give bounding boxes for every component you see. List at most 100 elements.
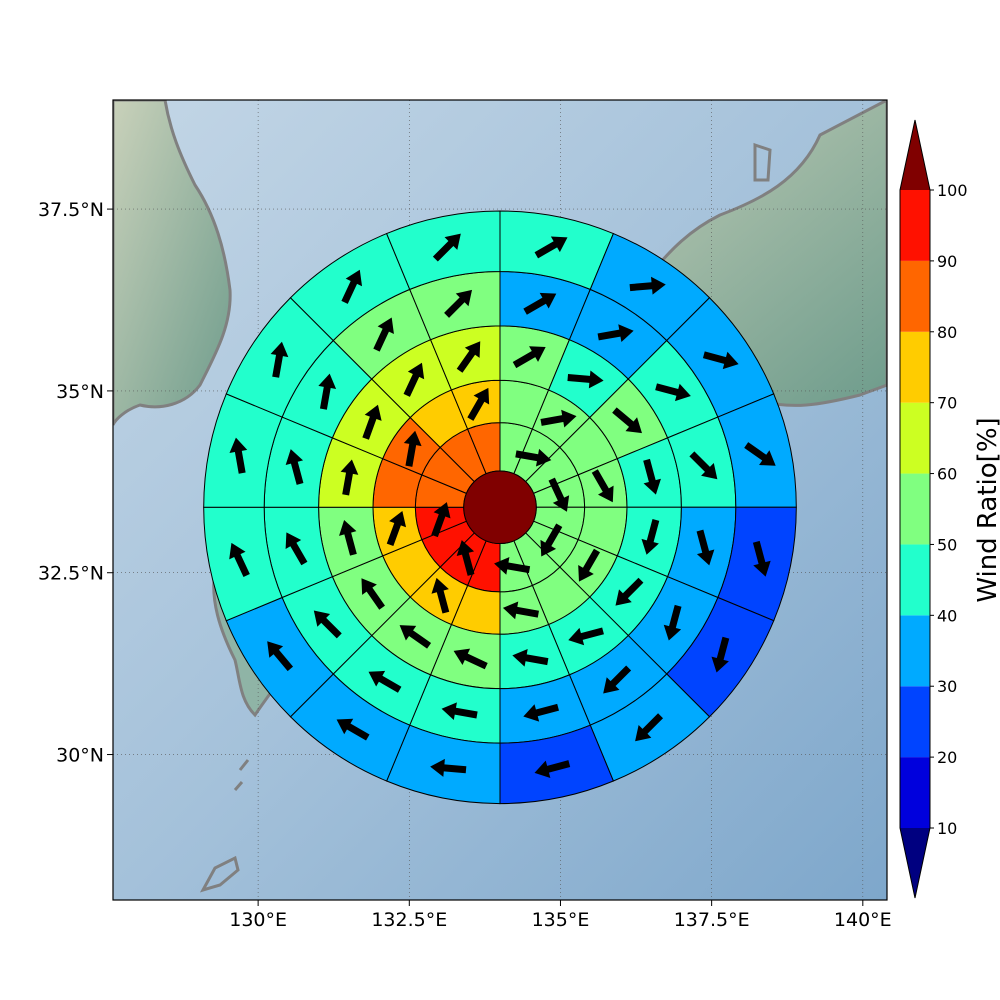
wind-arrow	[702, 351, 739, 370]
wind-arrow	[373, 317, 394, 352]
x-tick-label: 130°E	[229, 909, 287, 931]
wind-arrow	[336, 718, 370, 741]
colorbar-tick-label: 90	[937, 252, 957, 271]
wind-arrow	[641, 519, 660, 555]
wind-arrow	[612, 407, 642, 434]
wind-arrow	[285, 532, 308, 566]
colorbar-segment	[900, 615, 930, 687]
wind-arrow	[432, 233, 461, 262]
wind-arrow	[368, 670, 402, 693]
wind-arrow	[568, 627, 604, 646]
wind-arrow	[267, 641, 294, 672]
wind-arrow	[494, 557, 531, 575]
wind-arrow	[456, 540, 475, 576]
wind-arrow	[567, 370, 604, 389]
wind-arrow	[752, 540, 771, 577]
wind-arrow	[444, 289, 473, 318]
wind-arrow	[643, 458, 661, 495]
wind-arrow	[403, 362, 425, 397]
map-border	[112, 99, 888, 901]
wind-arrow	[386, 511, 407, 547]
wind-arrow	[744, 442, 776, 466]
wind-arrow	[635, 713, 664, 742]
colorbar-tick-label: 40	[937, 606, 957, 625]
wind-arrow	[431, 502, 451, 538]
colorbar-tick-label: 80	[937, 323, 957, 342]
colorbar-tick-label: 30	[937, 677, 957, 696]
wind-arrow	[629, 276, 666, 295]
wind-arrow	[341, 269, 363, 304]
x-tick-label: 132.5°E	[371, 909, 447, 931]
wind-ratio-cells	[203, 210, 797, 805]
wind-arrow	[403, 430, 422, 467]
wind-arrows	[229, 233, 776, 778]
colorbar-tick-label: 20	[937, 748, 957, 767]
wind-arrow	[453, 648, 488, 670]
wind-arrow	[229, 437, 248, 474]
y-tick-label: 37.5°N	[38, 199, 104, 221]
colorbar-title: Wind Ratio[%]	[973, 417, 1000, 602]
wind-arrow	[456, 341, 481, 373]
colorbar-segment	[900, 686, 930, 758]
center-cell	[463, 470, 537, 545]
colorbar-segment	[900, 260, 930, 332]
wind-arrow	[603, 665, 632, 694]
colorbar-tick-label: 70	[937, 394, 957, 413]
wind-arrow	[655, 383, 691, 402]
y-tick-label: 35°N	[56, 381, 104, 403]
wind-arrow	[540, 409, 577, 428]
colorbar-tick-label: 50	[937, 535, 957, 554]
wind-arrow	[534, 236, 568, 259]
latitude-ticks: 37.5°N 35°N 32.5°N 30°N	[38, 199, 113, 767]
x-tick-label: 140°E	[834, 909, 892, 931]
wind-arrow	[523, 703, 559, 722]
wind-arrow	[399, 625, 432, 649]
wind-arrow	[362, 404, 382, 440]
colorbar-under-extension	[900, 828, 930, 898]
longitude-ticks: 130°E 132.5°E 135°E 137.5°E 140°E	[229, 900, 892, 931]
wind-arrow	[663, 604, 682, 641]
colorbar-tick-label: 100	[937, 181, 968, 200]
colorbar-segment	[900, 757, 930, 828]
colorbar: 10 20 30 40 50 60 70 80 90 100 Wind Ratio[%]	[899, 119, 1000, 899]
wind-arrow	[318, 373, 337, 410]
wind-arrow	[512, 648, 549, 667]
wind-arrow	[502, 601, 539, 620]
wind-arrow	[696, 529, 715, 566]
x-tick-label: 135°E	[532, 909, 590, 931]
wind-arrow	[515, 448, 552, 467]
y-tick-label: 30°N	[56, 745, 104, 767]
wind-arrow	[361, 578, 385, 610]
colorbar-segment	[900, 402, 930, 474]
colorbar-tick-label: 60	[937, 465, 957, 484]
wind-arrow	[431, 577, 450, 614]
wind-arrow	[534, 760, 571, 778]
wind-arrow	[689, 451, 718, 480]
wind-arrow	[578, 548, 601, 582]
wind-arrow	[339, 519, 357, 556]
colorbar-segment	[900, 331, 930, 403]
wind-arrow	[285, 449, 304, 485]
wind-arrow	[229, 542, 250, 577]
wind-arrow	[548, 477, 570, 512]
colorbar-segment	[900, 473, 930, 545]
wind-arrow	[313, 610, 342, 639]
land-korea	[113, 100, 232, 426]
map-panel	[113, 100, 887, 900]
colorbar-tick-label: 10	[937, 819, 957, 838]
colorbar-segment	[900, 190, 930, 261]
wind-arrow	[591, 469, 614, 503]
y-tick-label: 32.5°N	[38, 563, 104, 585]
wind-arrow	[512, 346, 546, 369]
wind-arrow	[270, 341, 289, 378]
x-tick-label: 137.5°E	[674, 909, 750, 931]
wind-arrow	[711, 636, 730, 673]
wind-arrow	[441, 702, 478, 721]
land-islands	[199, 142, 772, 893]
wind-arrow	[523, 292, 557, 315]
wind-arrow	[430, 758, 467, 777]
wind-arrow	[467, 387, 490, 421]
wind-arrow	[597, 324, 634, 342]
wind-arrow	[540, 523, 563, 557]
